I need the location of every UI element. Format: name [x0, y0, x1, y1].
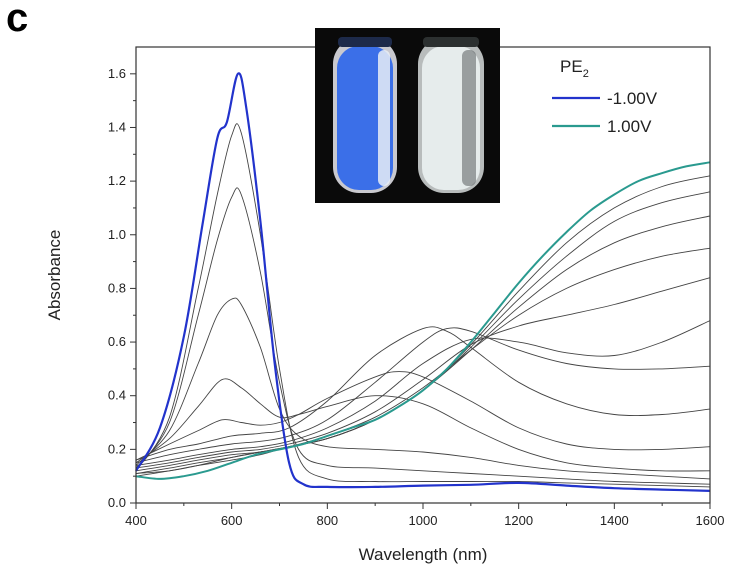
x-ticks: 400 600 800 1000 1200 1400 1600	[125, 503, 724, 528]
series-line-4	[135, 297, 711, 480]
x-tick-label-4: 1200	[504, 513, 533, 528]
vial-right-reflection	[462, 50, 476, 186]
vial-left-reflection	[378, 50, 390, 186]
series-line-14	[135, 175, 711, 477]
panel-label: c	[6, 0, 29, 40]
series-line-9	[135, 320, 711, 466]
y-axis-title: Absorbance	[45, 230, 64, 321]
series-line-1	[135, 161, 711, 480]
legend-title-main: PE	[560, 57, 583, 76]
legend-label-1: 1.00V	[607, 117, 652, 136]
series-line-0	[135, 72, 711, 492]
legend-title-subscript: 2	[583, 68, 589, 80]
series-line-8	[135, 327, 711, 464]
x-axis-title: Wavelength (nm)	[359, 545, 488, 564]
y-tick-label-6: 1.2	[108, 173, 126, 188]
y-tick-label-8: 1.6	[108, 66, 126, 81]
x-tick-label-1: 600	[221, 513, 243, 528]
y-tick-label-5: 1.0	[108, 227, 126, 242]
series-line-13	[135, 191, 711, 474]
y-tick-label-2: 0.4	[108, 388, 126, 403]
vial-left-cap	[338, 37, 392, 47]
legend-label-0: -1.00V	[607, 89, 658, 108]
series-line-2	[135, 123, 711, 488]
series-line-12	[135, 215, 711, 474]
series-layer	[135, 72, 711, 492]
y-ticks: 0.0 0.2 0.4 0.6 0.8 1.0 1.2 1.4 1.6	[108, 66, 136, 510]
y-tick-label-4: 0.8	[108, 280, 126, 295]
series-line-5	[135, 378, 711, 472]
vial-right-cap	[423, 37, 479, 47]
series-line-10	[135, 277, 711, 469]
x-tick-label-5: 1400	[600, 513, 629, 528]
x-tick-label-2: 800	[316, 513, 338, 528]
y-tick-label-7: 1.4	[108, 119, 126, 134]
legend: PE2 -1.00V 1.00V	[552, 57, 658, 136]
y-tick-label-3: 0.6	[108, 334, 126, 349]
series-line-3	[135, 187, 711, 485]
x-tick-label-0: 400	[125, 513, 147, 528]
inset-vial-photo	[315, 28, 500, 203]
series-line-7	[135, 326, 711, 461]
y-tick-label-0: 0.0	[108, 495, 126, 510]
series-line-6	[135, 371, 711, 461]
x-tick-label-6: 1600	[696, 513, 725, 528]
x-tick-label-3: 1000	[409, 513, 438, 528]
series-line-11	[135, 247, 711, 472]
legend-title: PE2	[560, 57, 589, 80]
y-tick-label-1: 0.2	[108, 441, 126, 456]
